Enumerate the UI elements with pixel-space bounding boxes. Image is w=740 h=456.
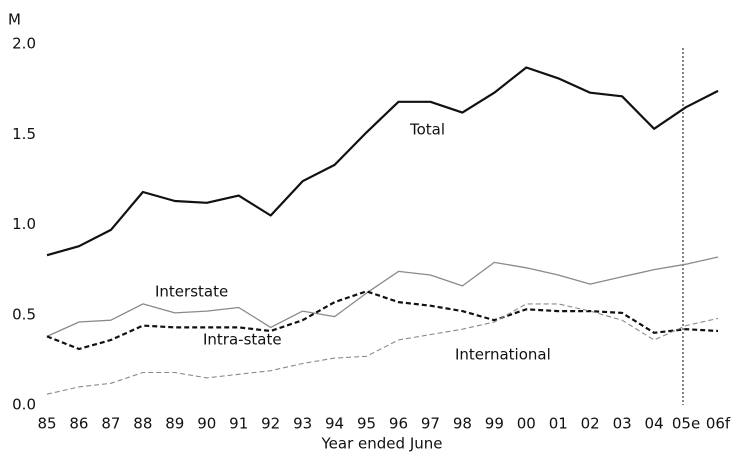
x-tick-label: 87 (101, 415, 120, 433)
series-label: Intra-state (203, 331, 282, 349)
x-tick-label: 91 (229, 415, 248, 433)
x-tick-label: 86 (69, 415, 88, 433)
x-tick-label: 97 (421, 415, 440, 433)
y-tick-label: 0.5 (12, 305, 36, 323)
x-tick-label: 93 (293, 415, 312, 433)
x-tick-label: 88 (133, 415, 152, 433)
x-tick-label: 01 (549, 415, 568, 433)
series-label: International (455, 346, 551, 364)
x-tick-label: 06f (706, 415, 731, 433)
y-tick-label: 1.0 (12, 215, 36, 233)
series-label: Total (409, 121, 445, 139)
x-tick-label: 89 (165, 415, 184, 433)
x-tick-label: 99 (485, 415, 504, 433)
series-line (46, 303, 719, 395)
y-tick-label: 1.5 (12, 125, 36, 143)
y-tick-label: 2.0 (12, 35, 36, 53)
y-tick-label: 0.0 (12, 396, 36, 414)
x-tick-label: 98 (453, 415, 472, 433)
series-line (46, 290, 719, 351)
x-tick-label: 92 (261, 415, 280, 433)
x-tick-label: 03 (613, 415, 632, 433)
x-tick-label: 04 (645, 415, 664, 433)
x-tick-label: 90 (197, 415, 216, 433)
y-unit: M (8, 11, 21, 29)
x-tick-label: 05e (672, 415, 700, 433)
x-tick-label: 95 (357, 415, 376, 433)
series-label: Interstate (155, 283, 228, 301)
x-tick-label: 00 (517, 415, 536, 433)
series-line (46, 66, 719, 257)
x-axis-title: Year ended June (321, 435, 443, 453)
x-tick-label: 85 (37, 415, 56, 433)
x-tick-label: 96 (389, 415, 408, 433)
x-tick-label: 02 (581, 415, 600, 433)
series-line (46, 256, 719, 337)
x-tick-label: 94 (325, 415, 344, 433)
